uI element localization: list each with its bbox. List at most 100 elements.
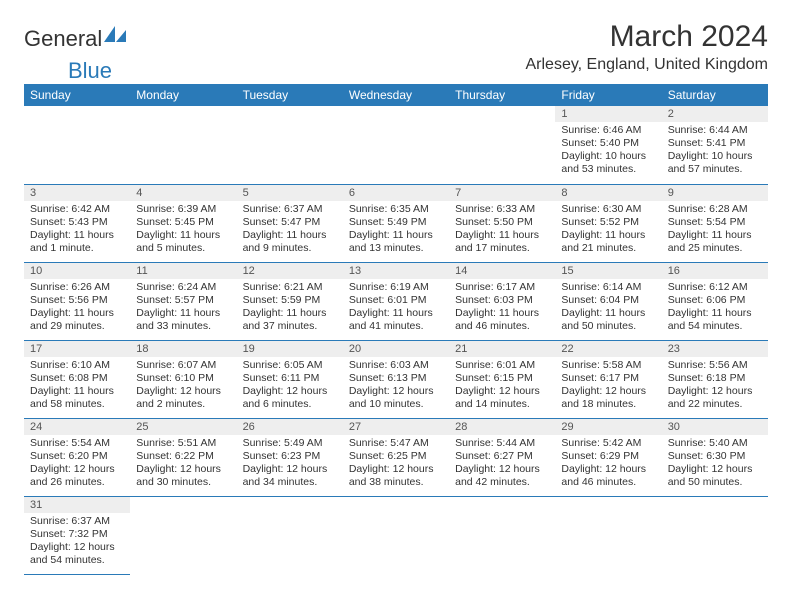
day-number: 7 [449,185,555,201]
day-cell: 31Sunrise: 6:37 AMSunset: 7:32 PMDayligh… [24,496,130,574]
calendar-row: 17Sunrise: 6:10 AMSunset: 6:08 PMDayligh… [24,340,768,418]
day-number: 23 [662,341,768,357]
day-cell: 23Sunrise: 5:56 AMSunset: 6:18 PMDayligh… [662,340,768,418]
calendar-row: 24Sunrise: 5:54 AMSunset: 6:20 PMDayligh… [24,418,768,496]
day-number: 16 [662,263,768,279]
empty-cell [662,496,768,574]
day-details: Sunrise: 5:40 AMSunset: 6:30 PMDaylight:… [662,435,768,494]
day-details: Sunrise: 5:44 AMSunset: 6:27 PMDaylight:… [449,435,555,494]
day-number: 13 [343,263,449,279]
day-details: Sunrise: 6:28 AMSunset: 5:54 PMDaylight:… [662,201,768,260]
day-details: Sunrise: 6:10 AMSunset: 6:08 PMDaylight:… [24,357,130,416]
calendar-body: 1Sunrise: 6:46 AMSunset: 5:40 PMDaylight… [24,106,768,574]
day-number: 9 [662,185,768,201]
day-details: Sunrise: 6:42 AMSunset: 5:43 PMDaylight:… [24,201,130,260]
day-number: 29 [555,419,661,435]
day-number: 30 [662,419,768,435]
day-number: 21 [449,341,555,357]
calendar-row: 1Sunrise: 6:46 AMSunset: 5:40 PMDaylight… [24,106,768,184]
day-details: Sunrise: 5:42 AMSunset: 6:29 PMDaylight:… [555,435,661,494]
empty-cell [449,496,555,574]
weekday-header: Thursday [449,84,555,106]
day-number: 10 [24,263,130,279]
day-cell: 19Sunrise: 6:05 AMSunset: 6:11 PMDayligh… [237,340,343,418]
day-details: Sunrise: 5:51 AMSunset: 6:22 PMDaylight:… [130,435,236,494]
empty-cell [237,106,343,184]
location: Arlesey, England, United Kingdom [525,56,768,74]
day-cell: 9Sunrise: 6:28 AMSunset: 5:54 PMDaylight… [662,184,768,262]
title-block: March 2024 Arlesey, England, United King… [525,20,768,74]
weekday-header: Tuesday [237,84,343,106]
day-number: 25 [130,419,236,435]
day-details: Sunrise: 6:21 AMSunset: 5:59 PMDaylight:… [237,279,343,338]
day-cell: 3Sunrise: 6:42 AMSunset: 5:43 PMDaylight… [24,184,130,262]
weekday-header: Monday [130,84,236,106]
day-details: Sunrise: 6:35 AMSunset: 5:49 PMDaylight:… [343,201,449,260]
day-cell: 2Sunrise: 6:44 AMSunset: 5:41 PMDaylight… [662,106,768,184]
day-number: 20 [343,341,449,357]
month-title: March 2024 [525,20,768,54]
empty-cell [130,496,236,574]
day-details: Sunrise: 6:37 AMSunset: 5:47 PMDaylight:… [237,201,343,260]
day-cell: 10Sunrise: 6:26 AMSunset: 5:56 PMDayligh… [24,262,130,340]
day-number: 11 [130,263,236,279]
day-number: 3 [24,185,130,201]
day-details: Sunrise: 6:39 AMSunset: 5:45 PMDaylight:… [130,201,236,260]
day-details: Sunrise: 6:44 AMSunset: 5:41 PMDaylight:… [662,122,768,181]
empty-cell [24,106,130,184]
weekday-header: Sunday [24,84,130,106]
day-details: Sunrise: 6:03 AMSunset: 6:13 PMDaylight:… [343,357,449,416]
day-cell: 21Sunrise: 6:01 AMSunset: 6:15 PMDayligh… [449,340,555,418]
day-number: 27 [343,419,449,435]
day-number: 5 [237,185,343,201]
brand-part1: General [24,26,102,52]
day-cell: 22Sunrise: 5:58 AMSunset: 6:17 PMDayligh… [555,340,661,418]
empty-cell [555,496,661,574]
day-details: Sunrise: 5:47 AMSunset: 6:25 PMDaylight:… [343,435,449,494]
day-cell: 28Sunrise: 5:44 AMSunset: 6:27 PMDayligh… [449,418,555,496]
day-cell: 13Sunrise: 6:19 AMSunset: 6:01 PMDayligh… [343,262,449,340]
empty-cell [449,106,555,184]
day-cell: 18Sunrise: 6:07 AMSunset: 6:10 PMDayligh… [130,340,236,418]
day-number: 24 [24,419,130,435]
weekday-header: Friday [555,84,661,106]
calendar-row: 3Sunrise: 6:42 AMSunset: 5:43 PMDaylight… [24,184,768,262]
day-cell: 15Sunrise: 6:14 AMSunset: 6:04 PMDayligh… [555,262,661,340]
day-number: 22 [555,341,661,357]
empty-cell [343,496,449,574]
day-number: 6 [343,185,449,201]
day-number: 2 [662,106,768,122]
day-cell: 24Sunrise: 5:54 AMSunset: 6:20 PMDayligh… [24,418,130,496]
day-number: 17 [24,341,130,357]
day-number: 1 [555,106,661,122]
day-details: Sunrise: 5:56 AMSunset: 6:18 PMDaylight:… [662,357,768,416]
day-details: Sunrise: 6:37 AMSunset: 7:32 PMDaylight:… [24,513,130,572]
day-details: Sunrise: 6:07 AMSunset: 6:10 PMDaylight:… [130,357,236,416]
day-details: Sunrise: 5:58 AMSunset: 6:17 PMDaylight:… [555,357,661,416]
day-number: 31 [24,497,130,513]
day-cell: 29Sunrise: 5:42 AMSunset: 6:29 PMDayligh… [555,418,661,496]
day-number: 8 [555,185,661,201]
day-cell: 27Sunrise: 5:47 AMSunset: 6:25 PMDayligh… [343,418,449,496]
day-details: Sunrise: 6:30 AMSunset: 5:52 PMDaylight:… [555,201,661,260]
day-number: 12 [237,263,343,279]
day-cell: 11Sunrise: 6:24 AMSunset: 5:57 PMDayligh… [130,262,236,340]
day-cell: 5Sunrise: 6:37 AMSunset: 5:47 PMDaylight… [237,184,343,262]
day-details: Sunrise: 6:19 AMSunset: 6:01 PMDaylight:… [343,279,449,338]
day-number: 4 [130,185,236,201]
day-number: 18 [130,341,236,357]
weekday-header-row: Sunday Monday Tuesday Wednesday Thursday… [24,84,768,106]
day-cell: 20Sunrise: 6:03 AMSunset: 6:13 PMDayligh… [343,340,449,418]
day-number: 26 [237,419,343,435]
day-cell: 12Sunrise: 6:21 AMSunset: 5:59 PMDayligh… [237,262,343,340]
day-cell: 16Sunrise: 6:12 AMSunset: 6:06 PMDayligh… [662,262,768,340]
calendar-row: 10Sunrise: 6:26 AMSunset: 5:56 PMDayligh… [24,262,768,340]
day-details: Sunrise: 5:54 AMSunset: 6:20 PMDaylight:… [24,435,130,494]
day-number: 19 [237,341,343,357]
day-cell: 8Sunrise: 6:30 AMSunset: 5:52 PMDaylight… [555,184,661,262]
day-cell: 6Sunrise: 6:35 AMSunset: 5:49 PMDaylight… [343,184,449,262]
day-cell: 25Sunrise: 5:51 AMSunset: 6:22 PMDayligh… [130,418,236,496]
empty-cell [343,106,449,184]
sail-icon [104,26,126,42]
calendar-row: 31Sunrise: 6:37 AMSunset: 7:32 PMDayligh… [24,496,768,574]
